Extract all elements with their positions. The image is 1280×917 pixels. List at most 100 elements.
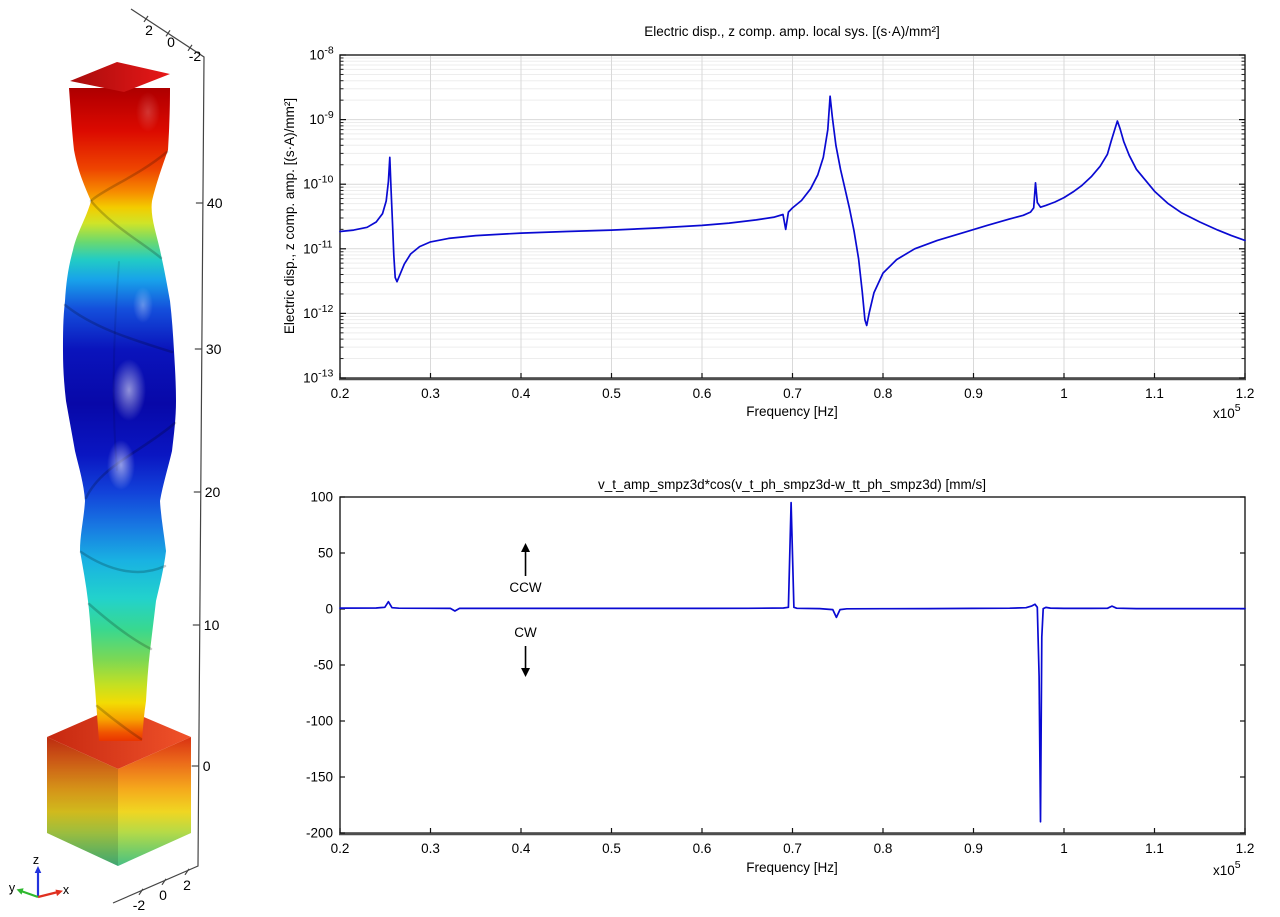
x-tick-label: 0.7 bbox=[783, 841, 802, 856]
y-tick-exponent: -13 bbox=[318, 368, 333, 380]
data-curve bbox=[339, 95, 1246, 327]
highlight bbox=[136, 92, 160, 132]
highlight bbox=[112, 359, 146, 421]
x-tick-label: 0.2 bbox=[331, 386, 350, 401]
triad-y-arrowhead bbox=[16, 888, 24, 895]
y-tick-label: -100 bbox=[306, 714, 333, 729]
y-tick-label: 10-12 bbox=[303, 303, 333, 321]
bottom-chart-axis-multiplier: x105 bbox=[1213, 859, 1241, 878]
x-tick-label: 0.8 bbox=[874, 386, 893, 401]
top-ruler-label: 0 bbox=[167, 34, 175, 50]
x-tick-label: 0.8 bbox=[874, 841, 893, 856]
multiplier-base: x10 bbox=[1213, 863, 1235, 878]
y-tick-label: 10-8 bbox=[309, 45, 334, 63]
annotation-label-cw: CW bbox=[514, 625, 537, 640]
triad-label-y: y bbox=[9, 881, 16, 895]
triad-y-axis bbox=[20, 889, 39, 899]
top-chart-x-axis-label: Frequency [Hz] bbox=[746, 404, 838, 419]
y-tick-label: 10-13 bbox=[303, 368, 333, 386]
x-tick-label: 0.5 bbox=[602, 386, 621, 401]
y-tick-label: 50 bbox=[318, 546, 333, 561]
electric-displacement-chart: 0.2 0.3 0.4 0.5 0.6 0.7 0.8 0.9 1 1.1 1.210-810-91… bbox=[303, 45, 1254, 402]
y-tick-exponent: -12 bbox=[318, 303, 333, 315]
y-tick-exponent: -9 bbox=[324, 109, 333, 121]
multiplier-exponent: 5 bbox=[1235, 859, 1241, 871]
x-tick-label: 0.3 bbox=[421, 386, 440, 401]
y-tick-base: 10 bbox=[303, 306, 318, 321]
orientation-triad: z x y bbox=[9, 853, 70, 899]
y-tick-label: 0 bbox=[325, 602, 333, 617]
up-arrow-icon bbox=[521, 543, 531, 552]
axis-rulers bbox=[112, 8, 205, 904]
triad-label-z: z bbox=[33, 853, 39, 867]
y-tick-label: 10-11 bbox=[303, 238, 333, 256]
highlight bbox=[133, 287, 153, 323]
z-ruler-label: 0 bbox=[203, 758, 211, 774]
triad-x-arrowhead bbox=[55, 889, 63, 897]
tangential-velocity-chart: 0.2 0.3 0.4 0.5 0.6 0.7 0.8 0.9 1 1.1 1.2 100 50 0 -50… bbox=[306, 490, 1254, 857]
y-tick-base: 10 bbox=[309, 48, 324, 63]
y-tick-base: 10 bbox=[303, 177, 318, 192]
x-tick-label: 0.9 bbox=[964, 841, 983, 856]
triad-label-x: x bbox=[63, 883, 70, 897]
y-tick-base: 10 bbox=[309, 112, 324, 127]
x-tick-label: 1.2 bbox=[1236, 841, 1255, 856]
y-tick-label: -50 bbox=[313, 658, 333, 673]
x-tick-label: 1.2 bbox=[1236, 386, 1255, 401]
x-tick-label: 1 bbox=[1060, 386, 1068, 401]
down-arrow-icon bbox=[521, 668, 531, 677]
x-tick-label: 1.1 bbox=[1145, 841, 1164, 856]
triad-labels: z x y bbox=[9, 853, 70, 897]
x-tick-label: 0.6 bbox=[693, 386, 712, 401]
y-tick-exponent: -10 bbox=[318, 174, 333, 186]
y-tick-label: 10-9 bbox=[309, 109, 334, 127]
top-chart-title: Electric disp., z comp. amp. local sys. … bbox=[644, 24, 940, 39]
z-ruler-label: 20 bbox=[205, 484, 221, 500]
y-tick-label: -200 bbox=[306, 826, 333, 841]
data-curve bbox=[339, 501, 1246, 823]
z-ruler-label: 40 bbox=[207, 195, 223, 211]
bottom-ruler-label: 2 bbox=[183, 877, 191, 893]
bottom-ruler-label: 0 bbox=[159, 887, 167, 903]
y-tick-base: 10 bbox=[303, 241, 318, 256]
x-tick-label: 0.6 bbox=[693, 841, 712, 856]
x-tick-label: 0.3 bbox=[421, 841, 440, 856]
base-cube-left-face bbox=[47, 737, 118, 866]
z-ruler-label: 10 bbox=[204, 617, 220, 633]
column-top-face bbox=[70, 62, 170, 92]
base-cube-right-face bbox=[118, 737, 191, 866]
y-tick-exponent: -11 bbox=[318, 238, 333, 250]
x-tick-label: 0.4 bbox=[512, 841, 531, 856]
top-ruler-label: 2 bbox=[145, 22, 153, 38]
x-tick-label: 0.4 bbox=[512, 386, 531, 401]
top-chart-y-axis-label: Electric disp., z comp. amp. [(s·A)/mm²] bbox=[282, 98, 297, 334]
bottom-ruler-label: -2 bbox=[133, 897, 146, 913]
x-tick-label: 1.1 bbox=[1145, 386, 1164, 401]
highlight bbox=[107, 440, 135, 490]
y-tick-label: -150 bbox=[306, 770, 333, 785]
base-cube-left-face-shade bbox=[47, 737, 118, 866]
annotation-label-ccw: CCW bbox=[509, 580, 541, 595]
triad-z-arrowhead bbox=[34, 866, 42, 873]
x-tick-label: 0.2 bbox=[331, 841, 350, 856]
y-tick-label: 100 bbox=[310, 490, 333, 505]
multiplier-exponent: 5 bbox=[1235, 402, 1241, 414]
y-tick-exponent: -8 bbox=[324, 45, 333, 57]
top-ruler-label: -2 bbox=[189, 48, 202, 64]
top-chart-axis-multiplier: x105 bbox=[1213, 402, 1241, 421]
bottom-chart-x-axis-label: Frequency [Hz] bbox=[746, 860, 838, 875]
x-tick-label: 0.9 bbox=[964, 386, 983, 401]
bottom-chart-title: v_t_amp_smpz3d*cos(v_t_ph_smpz3d-w_tt_ph… bbox=[598, 477, 986, 492]
triad-x-axis bbox=[37, 890, 59, 899]
x-tick-label: 1 bbox=[1060, 841, 1068, 856]
z-ruler-label: 30 bbox=[206, 341, 222, 357]
multiplier-base: x10 bbox=[1213, 406, 1235, 421]
y-tick-label: 10-10 bbox=[303, 174, 333, 192]
x-tick-label: 0.5 bbox=[602, 841, 621, 856]
y-tick-base: 10 bbox=[303, 371, 318, 386]
x-tick-label: 0.7 bbox=[783, 386, 802, 401]
